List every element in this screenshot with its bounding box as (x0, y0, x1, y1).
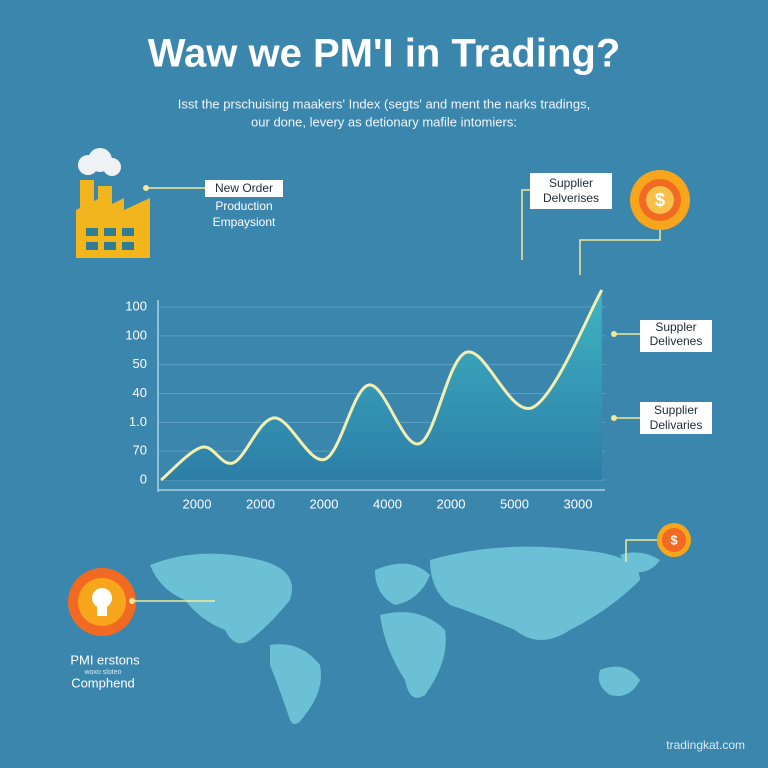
callout-text: Production (215, 199, 272, 213)
y-tick-label: 100 (125, 327, 147, 342)
x-tick-label: 2000 (437, 496, 466, 511)
svg-text:$: $ (655, 190, 665, 210)
area (161, 290, 602, 480)
x-tick-label: 2000 (246, 496, 275, 511)
chart: 100 100 50 40 1.0 70 0 2000 2000 2000 4000 2000 5000… (125, 289, 605, 511)
factory-icon (76, 148, 150, 258)
connector-dot (143, 185, 149, 191)
y-tick-label: 0 (140, 471, 147, 486)
x-tick-label: 2000 (183, 496, 212, 511)
connector (521, 189, 530, 260)
y-tick-label: 1.0 (129, 414, 147, 429)
callout-text: PMI erstons (70, 652, 140, 667)
callout-box (205, 180, 283, 197)
callout-text: Delverises (543, 191, 599, 205)
coin-icon: $ (657, 523, 691, 557)
x-tick-label: 3000 (564, 496, 593, 511)
callout-box (530, 173, 612, 209)
callout-text: Delivaries (650, 418, 703, 432)
callout-text: Supplier (654, 403, 698, 417)
callout-text: woxo sloteo (84, 669, 122, 676)
x-tick-label: 2000 (310, 496, 339, 511)
connector-dot (611, 331, 617, 337)
y-tick-label: 50 (133, 356, 147, 371)
y-tick-label: 70 (133, 443, 147, 458)
callout-box (640, 320, 712, 352)
x-tick-label: 5000 (500, 496, 529, 511)
svg-text:$: $ (670, 532, 678, 547)
callout-text: Comphend (71, 675, 135, 690)
connector (579, 230, 661, 275)
callout-text: New Order (215, 181, 273, 195)
lightbulb-icon (68, 568, 136, 636)
world-map (150, 546, 660, 724)
subtitle: our done, levery as detionary mafile int… (251, 114, 517, 129)
y-tick-label: 100 (125, 298, 147, 313)
title: Waw we PM'I in Trading? (148, 32, 621, 76)
footer: tradingkat.com (666, 738, 745, 752)
connector-dot (129, 598, 135, 604)
coin-icon: $ (630, 170, 690, 230)
callout-box (640, 402, 712, 434)
connector (625, 539, 658, 562)
callout-text: Empaysiont (213, 215, 276, 229)
callout-text: Supplier (549, 176, 593, 190)
subtitle: Isst the prschuising maakers' Index (seg… (178, 96, 591, 111)
callout-text: Delivenes (650, 334, 703, 348)
x-tick-label: 4000 (373, 496, 402, 511)
callout-text: Suppler (655, 320, 696, 334)
y-tick-label: 40 (133, 385, 147, 400)
line (160, 289, 604, 482)
connector-dot (611, 415, 617, 421)
